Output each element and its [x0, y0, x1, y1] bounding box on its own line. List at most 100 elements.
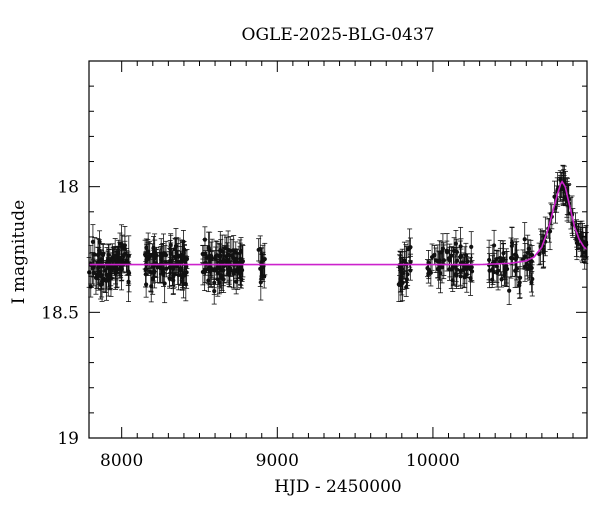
data-point — [578, 233, 583, 238]
data-point — [178, 267, 183, 272]
data-point — [162, 251, 167, 256]
data-point — [106, 274, 111, 279]
data-point — [526, 246, 531, 251]
data-point — [517, 283, 522, 288]
data-point — [211, 267, 217, 273]
data-point — [234, 279, 239, 284]
data-point — [95, 252, 101, 258]
data-point — [113, 254, 118, 260]
data-point — [221, 258, 227, 263]
data-points-layer — [86, 164, 589, 305]
data-point — [149, 270, 154, 275]
y-tick-label: 18.5 — [41, 303, 79, 323]
data-point — [399, 275, 405, 281]
data-point — [158, 253, 163, 259]
data-point — [212, 280, 217, 285]
chart-title: OGLE-2025-BLG-0437 — [242, 25, 435, 45]
axis-ticks — [89, 60, 587, 439]
data-point — [449, 253, 454, 258]
data-point — [514, 253, 519, 258]
x-tick-labels: 8000 9000 10000 — [100, 451, 460, 471]
data-point — [547, 229, 553, 234]
data-point — [501, 256, 506, 261]
data-point — [502, 265, 508, 270]
data-point — [439, 265, 445, 270]
data-point — [529, 280, 534, 285]
data-point — [126, 271, 131, 276]
data-point — [494, 270, 500, 276]
data-point — [168, 250, 173, 256]
data-point — [180, 279, 185, 284]
data-point — [402, 259, 407, 264]
data-point — [143, 272, 148, 277]
x-tick-label: 10000 — [406, 451, 460, 471]
data-point — [104, 278, 109, 283]
data-point — [444, 248, 449, 253]
data-point — [468, 276, 473, 281]
data-point — [449, 267, 454, 272]
data-point — [200, 269, 206, 275]
data-point — [454, 273, 459, 278]
data-point — [106, 252, 111, 257]
data-point — [152, 250, 157, 255]
data-point — [525, 266, 530, 271]
data-point — [238, 248, 244, 253]
data-point — [440, 246, 446, 251]
data-point — [98, 274, 104, 279]
data-point — [408, 245, 413, 250]
data-point — [170, 265, 175, 271]
data-point — [425, 266, 430, 271]
x-axis-label: HJD - 2450000 — [274, 477, 402, 497]
data-point — [208, 253, 214, 258]
data-point — [121, 253, 126, 258]
data-point — [117, 255, 122, 260]
data-point — [98, 282, 103, 287]
data-point — [458, 255, 463, 260]
data-point — [206, 245, 211, 250]
x-tick-label: 8000 — [100, 451, 143, 471]
data-point — [164, 266, 169, 271]
data-point — [258, 280, 263, 285]
y-tick-labels: 18 18.5 19 — [41, 178, 79, 449]
data-point — [181, 247, 187, 252]
data-point — [428, 270, 433, 275]
data-point — [256, 247, 261, 252]
data-point — [454, 249, 459, 254]
data-point — [396, 282, 401, 287]
data-point — [219, 273, 224, 278]
x-tick-label: 9000 — [256, 451, 299, 471]
plot-frame — [88, 60, 588, 439]
model-curve — [89, 180, 588, 266]
data-point — [517, 275, 523, 280]
data-point — [469, 244, 474, 249]
data-point — [201, 252, 206, 257]
data-point — [97, 239, 102, 244]
data-point — [487, 257, 492, 263]
data-point — [206, 267, 211, 272]
y-axis-label: I magnitude — [9, 200, 29, 304]
data-point — [175, 259, 181, 264]
data-point — [453, 241, 458, 246]
data-point — [528, 252, 533, 257]
data-point — [462, 275, 467, 280]
data-point — [108, 264, 114, 269]
y-tick-label: 18 — [57, 178, 79, 198]
data-point — [227, 267, 232, 272]
data-point — [167, 276, 172, 281]
data-point — [146, 249, 151, 254]
data-point — [122, 243, 127, 248]
data-point — [507, 288, 512, 293]
data-point — [432, 252, 437, 258]
data-point — [260, 264, 265, 270]
data-point — [110, 258, 115, 263]
y-tick-label: 19 — [57, 429, 79, 449]
data-point — [238, 269, 243, 274]
data-point — [233, 258, 238, 263]
data-point — [408, 268, 413, 273]
data-point — [522, 237, 527, 242]
data-point — [99, 257, 104, 262]
data-point — [218, 259, 223, 264]
data-point — [262, 256, 267, 262]
data-point — [90, 239, 96, 244]
data-point — [240, 259, 245, 264]
